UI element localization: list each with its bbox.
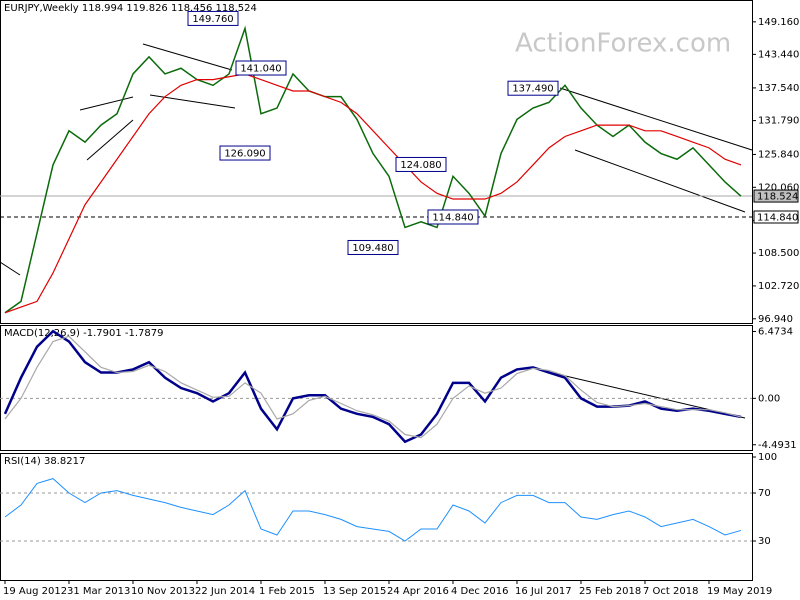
y-tick-label: 149.160 [758, 17, 799, 28]
y-tick-label: 137.540 [758, 83, 799, 94]
trend-line [142, 43, 233, 71]
annotation-label: 149.760 [192, 14, 233, 25]
panel-title: EURJPY,Weekly 118.994 119.826 118.456 11… [4, 3, 257, 14]
x-tick-label: 1 Feb 2015 [259, 586, 315, 597]
y-tick-label: 143.440 [758, 49, 799, 60]
x-tick-label: 16 Jul 2017 [515, 586, 572, 597]
x-tick-label: 19 May 2019 [707, 586, 772, 597]
trend-line [559, 87, 753, 151]
annotation-box [507, 80, 559, 96]
x-tick-label: 24 Apr 2016 [387, 586, 449, 597]
y-tick-label: 102.720 [758, 281, 799, 292]
annotation-label: 137.490 [512, 84, 553, 95]
y-tick-label: 96.940 [758, 314, 793, 325]
watermark: ActionForex.com [515, 29, 731, 59]
annotation-box [347, 239, 399, 255]
annotation-box [427, 209, 479, 225]
price-label-box [753, 210, 799, 224]
x-tick-label: 19 Aug 2012 [3, 586, 67, 597]
price-label: 114.840 [757, 213, 798, 224]
annotation-label: 126.090 [224, 149, 265, 160]
series-line [4, 73, 742, 314]
panel-frame [0, 325, 753, 451]
y-tick-label: 70 [758, 488, 771, 499]
x-tick-label: 13 Sep 2015 [323, 586, 386, 597]
trend-line [574, 149, 746, 213]
trend-line [79, 96, 134, 111]
trend-line [0, 261, 21, 276]
annotation-box [187, 10, 239, 26]
y-tick-label: 120.060 [758, 182, 799, 193]
y-tick-label: -4.4931 [758, 440, 797, 451]
series-line [4, 335, 742, 439]
trend-line [86, 119, 134, 161]
x-tick-label: 31 Mar 2013 [67, 586, 130, 597]
x-tick-label: 10 Nov 2013 [131, 586, 195, 597]
annotation-label: 109.480 [352, 243, 393, 254]
x-tick-label: 25 Feb 2018 [579, 586, 641, 597]
panel-title: RSI(14) 38.8217 [4, 456, 85, 467]
y-tick-label: 6.4734 [758, 326, 793, 337]
annotation-label: 141.040 [240, 64, 281, 75]
y-tick-label: 100 [758, 452, 777, 463]
x-tick-label: 7 Oct 2018 [643, 586, 698, 597]
series-line [4, 25, 742, 314]
annotation-box [219, 145, 271, 161]
annotation-box [235, 60, 287, 76]
price-label: 118.524 [757, 192, 798, 203]
y-tick-label: 125.840 [758, 149, 799, 160]
x-tick-label: 4 Dec 2016 [451, 586, 509, 597]
series-line [4, 478, 742, 542]
panel-frame [0, 0, 753, 324]
x-tick-label: 22 Jun 2014 [195, 586, 255, 597]
y-tick-label: 30 [758, 536, 771, 547]
price-label-box [753, 189, 799, 203]
panel-title: MACD(12,26,9) -1.7901 -1.7879 [4, 328, 164, 339]
y-tick-label: 131.790 [758, 116, 799, 127]
y-tick-label: 0.00 [758, 393, 780, 404]
y-tick-label: 108.500 [758, 248, 799, 259]
annotation-label: 114.840 [432, 213, 473, 224]
annotation-box [395, 156, 447, 172]
annotation-label: 124.080 [400, 160, 441, 171]
panel-frame [0, 453, 753, 581]
